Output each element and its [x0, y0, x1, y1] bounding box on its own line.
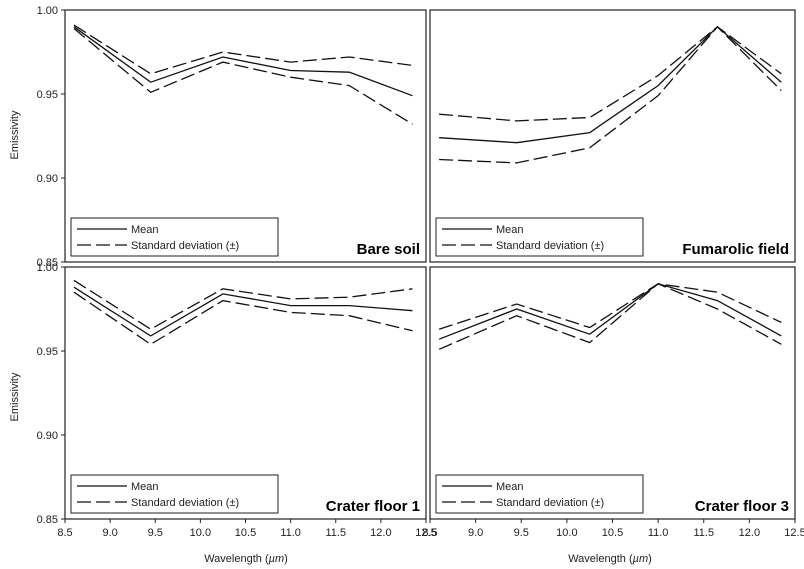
x-tick-label: 9.5 [148, 527, 163, 539]
plot-frame [64, 9, 427, 263]
x-tick-label: 10.5 [235, 527, 256, 539]
x-tick-label: 12.0 [370, 527, 391, 539]
legend-label-sd: Standard deviation (±) [131, 497, 239, 509]
x-tick-label: 10.5 [602, 527, 623, 539]
legend-box [70, 217, 279, 257]
y-tick-label: 1.00 [37, 262, 58, 274]
series-line-sd-1 [73, 24, 413, 75]
x-tick-label: 12.5 [415, 527, 436, 539]
panel-2: Mean Standard deviation (±) Fumarolic fiel… [429, 9, 796, 263]
x-tick-label: 11.5 [325, 527, 346, 539]
y-tick-label: 1.00 [37, 5, 58, 17]
plot-frame [429, 9, 796, 263]
panel-title: Crater floor 1 [326, 498, 420, 515]
y-tick-label: 0.95 [37, 346, 58, 358]
x-tick-label: 9.0 [468, 527, 483, 539]
legend-label-mean: Mean [131, 224, 159, 236]
legend-label-mean: Mean [131, 481, 159, 493]
x-tick-label: 8.5 [57, 527, 72, 539]
x-tick-label: 11.0 [648, 527, 669, 539]
series-line-sd-1 [73, 279, 413, 330]
x-tick-label: 12.0 [739, 527, 760, 539]
y-tick-label: 0.85 [37, 514, 58, 526]
series-line-mean [73, 286, 413, 337]
y-axis-title-top: Emissivity [9, 110, 21, 159]
y-tick-label: 0.85 [37, 257, 58, 269]
legend-label-mean: Mean [496, 224, 524, 236]
panel-title: Bare soil [357, 241, 420, 258]
legend-box [70, 474, 279, 514]
series-line-sd-1 [438, 283, 782, 330]
y-tick-label: 0.90 [37, 430, 58, 442]
panel-title: Crater floor 3 [695, 498, 789, 515]
x-tick-label: 8.5 [422, 527, 437, 539]
panel-1: 0.85 0.90 0.95 1.00 Mean Standard deviation (… [37, 5, 427, 269]
x-tick-label: 9.0 [102, 527, 117, 539]
series-line-sd-2 [73, 291, 413, 346]
series-line-sd-2 [439, 25, 782, 164]
x-axis-title-right: Wavelength (µm) [568, 553, 652, 565]
y-tick-label: 0.95 [37, 89, 58, 101]
legend-box [435, 474, 644, 514]
y-axis-title-bottom: Emissivity [9, 372, 21, 421]
series-line-mean [438, 283, 782, 340]
legend-box [435, 217, 644, 257]
x-tick-label: 9.5 [514, 527, 529, 539]
x-axis-title-left: Wavelength (µm) [204, 553, 288, 565]
series-line-sd-2 [73, 28, 413, 125]
x-tick-label: 12.5 [784, 527, 804, 539]
legend-label-mean: Mean [496, 481, 524, 493]
x-tick-label: 11.5 [693, 527, 714, 539]
series-line-mean [439, 25, 782, 144]
series-line-sd-2 [438, 283, 782, 350]
panel-4: 8.5 9.0 9.5 10.0 10.5 11.0 11.5 12.0 12.5 Mean Sta… [422, 266, 804, 539]
y-tick-label: 0.90 [37, 173, 58, 185]
legend-label-sd: Standard deviation (±) [131, 240, 239, 252]
x-tick-label: 11.0 [280, 527, 301, 539]
series-line-mean [73, 26, 413, 97]
x-tick-label: 10.0 [190, 527, 211, 539]
legend-label-sd: Standard deviation (±) [496, 240, 604, 252]
legend-label-sd: Standard deviation (±) [496, 497, 604, 509]
panel-3: 0.85 0.90 0.95 1.00 8.5 9.0 9.5 10.0 10.5 11.0 11.… [37, 262, 437, 539]
x-tick-label: 10.0 [556, 527, 577, 539]
panel-title: Fumarolic field [682, 241, 789, 258]
series-line-sd-1 [439, 25, 782, 122]
